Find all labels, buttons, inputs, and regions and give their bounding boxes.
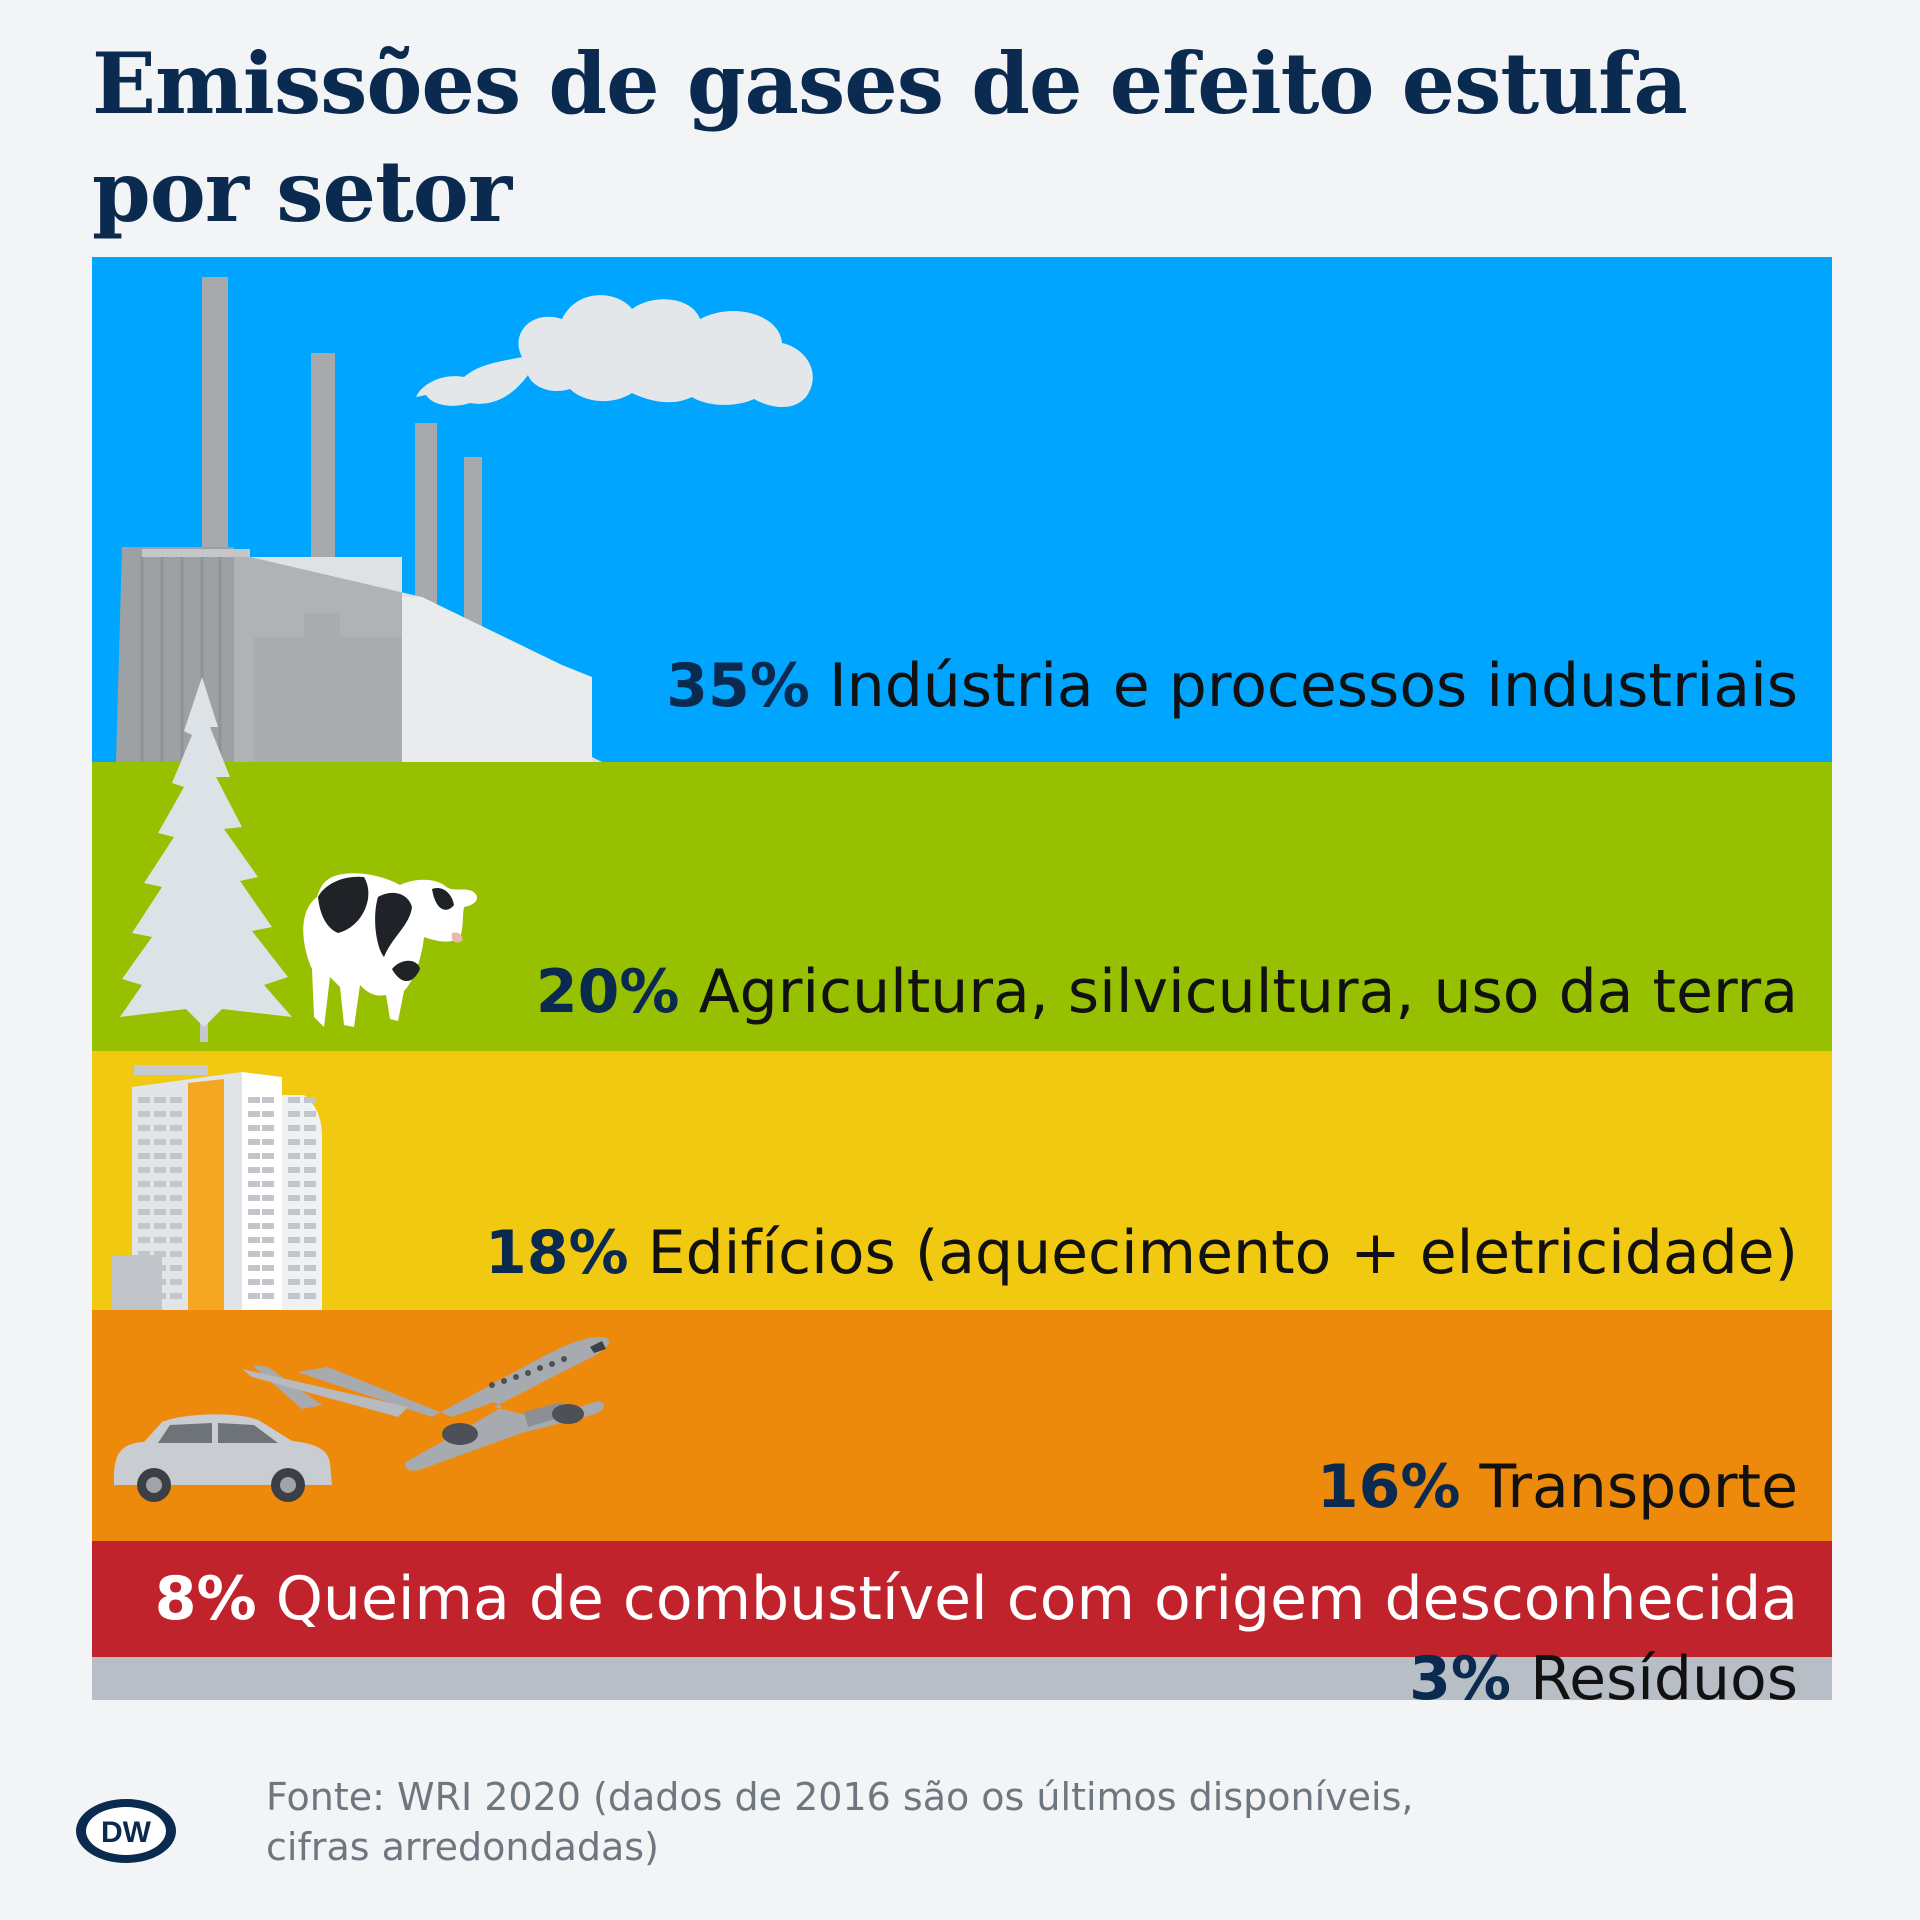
- label-edificios: 18% Edifícios (aquecimento + eletricidad…: [485, 1217, 1798, 1289]
- value-label-edificios: 18%: [484, 1218, 629, 1289]
- label-industria: 35% Indústria e processos industriais: [666, 650, 1798, 722]
- band-transporte: 16% Transporte: [92, 1310, 1832, 1542]
- band-edificios: 18% Edifícios (aquecimento + eletricidad…: [92, 1050, 1832, 1311]
- stacked-chart: 35% Indústria e processos industriais 20…: [92, 257, 1832, 1714]
- category-label-edificios: Edifícios (aquecimento + eletricidade): [647, 1218, 1798, 1289]
- value-label-industria: 35%: [666, 651, 810, 722]
- band-industria: 35% Indústria e processos industriais: [92, 257, 1832, 763]
- value-label-residuos: 3%: [1409, 1643, 1511, 1714]
- value-label-queima-combustivel: 8%: [154, 1564, 257, 1635]
- label-transporte: 16% Transporte: [1317, 1451, 1798, 1523]
- label-agricultura: 20% Agricultura, silvicultura, uso da te…: [536, 956, 1798, 1028]
- chart-title-line-1: Emissões de gases de efeito estufa: [92, 34, 1688, 133]
- category-label-industria: Indústria e processos industriais: [828, 651, 1798, 722]
- band-queima-combustivel: 8% Queima de combustível com origem desc…: [92, 1541, 1832, 1657]
- category-label-residuos: Resíduos: [1530, 1643, 1798, 1714]
- source-line-2: cifras arredondadas): [266, 1825, 659, 1869]
- value-label-agricultura: 20%: [535, 956, 680, 1027]
- value-label-transporte: 16%: [1316, 1452, 1461, 1523]
- category-label-agricultura: Agricultura, silvicultura, uso da terra: [698, 956, 1798, 1027]
- chart-title: Emissões de gases de efeito estufa por s…: [92, 30, 1792, 246]
- label-queima-combustivel: 8% Queima de combustível com origem desc…: [155, 1563, 1798, 1635]
- dw-logo-text: DW: [101, 1816, 152, 1849]
- source-note: Fonte: WRI 2020 (dados de 2016 são os úl…: [266, 1772, 1413, 1872]
- label-residuos: 3% Resíduos: [1409, 1643, 1798, 1715]
- band-residuos: 3% Resíduos: [92, 1644, 1832, 1714]
- source-line-1: Fonte: WRI 2020 (dados de 2016 são os úl…: [266, 1775, 1414, 1819]
- dw-logo-icon: DW: [76, 1799, 176, 1863]
- category-label-queima-combustivel: Queima de combustível com origem desconh…: [275, 1564, 1798, 1635]
- chart-title-line-2: por setor: [92, 142, 512, 241]
- category-label-transporte: Transporte: [1479, 1452, 1798, 1523]
- band-agricultura: 20% Agricultura, silvicultura, uso da te…: [92, 762, 1832, 1051]
